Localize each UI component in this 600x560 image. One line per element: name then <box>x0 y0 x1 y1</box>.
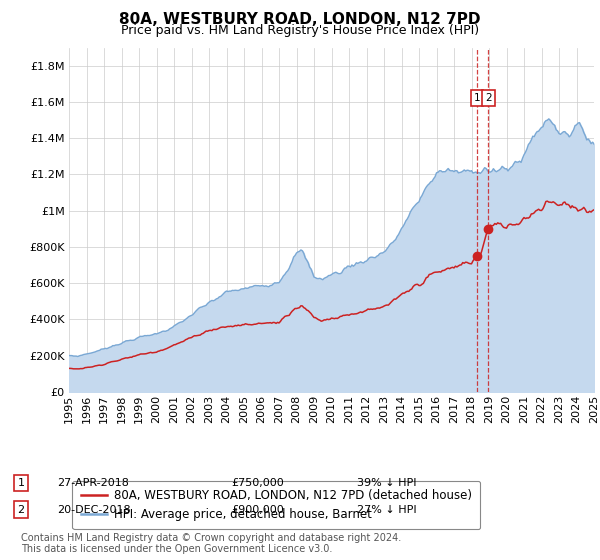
Text: 27-APR-2018: 27-APR-2018 <box>57 478 129 488</box>
Text: 1: 1 <box>474 94 481 104</box>
Text: 80A, WESTBURY ROAD, LONDON, N12 7PD: 80A, WESTBURY ROAD, LONDON, N12 7PD <box>119 12 481 27</box>
Text: Price paid vs. HM Land Registry's House Price Index (HPI): Price paid vs. HM Land Registry's House … <box>121 24 479 36</box>
Text: 27% ↓ HPI: 27% ↓ HPI <box>357 505 416 515</box>
Text: 1: 1 <box>17 478 25 488</box>
Text: Contains HM Land Registry data © Crown copyright and database right 2024.
This d: Contains HM Land Registry data © Crown c… <box>21 533 401 554</box>
Legend: 80A, WESTBURY ROAD, LONDON, N12 7PD (detached house), HPI: Average price, detach: 80A, WESTBURY ROAD, LONDON, N12 7PD (det… <box>72 480 480 529</box>
Text: £750,000: £750,000 <box>231 478 284 488</box>
Text: 39% ↓ HPI: 39% ↓ HPI <box>357 478 416 488</box>
Text: £900,000: £900,000 <box>231 505 284 515</box>
Text: 20-DEC-2018: 20-DEC-2018 <box>57 505 131 515</box>
Text: 2: 2 <box>485 94 492 104</box>
Text: 2: 2 <box>17 505 25 515</box>
